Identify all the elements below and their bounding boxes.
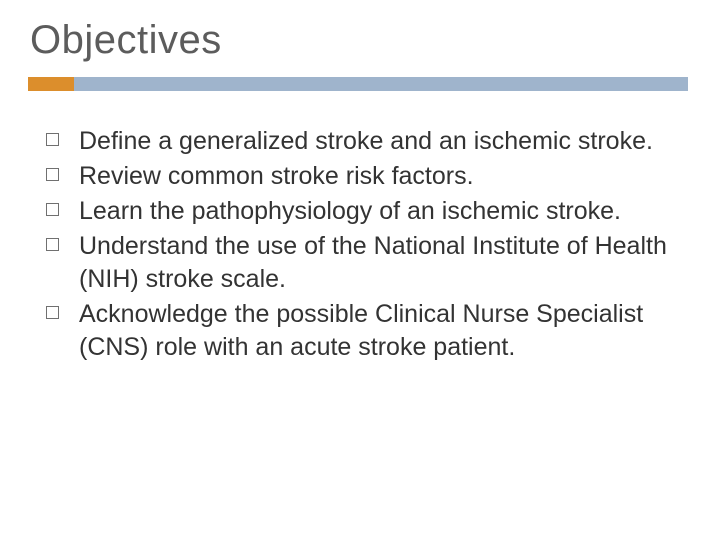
underline-bar	[74, 77, 688, 91]
list-item: Define a generalized stroke and an ische…	[46, 125, 682, 158]
accent-block	[28, 77, 74, 91]
list-item-text: Learn the pathophysiology of an ischemic…	[79, 195, 621, 228]
square-bullet-icon	[46, 238, 59, 251]
square-bullet-icon	[46, 306, 59, 319]
list-item-text: Define a generalized stroke and an ische…	[79, 125, 653, 158]
slide-title: Objectives	[28, 18, 692, 63]
square-bullet-icon	[46, 133, 59, 146]
list-item: Understand the use of the National Insti…	[46, 230, 682, 296]
list-item-text: Review common stroke risk factors.	[79, 160, 474, 193]
list-item: Review common stroke risk factors.	[46, 160, 682, 193]
title-underline	[28, 77, 688, 91]
list-item: Learn the pathophysiology of an ischemic…	[46, 195, 682, 228]
square-bullet-icon	[46, 168, 59, 181]
list-item: Acknowledge the possible Clinical Nurse …	[46, 298, 682, 364]
bullet-list: Define a generalized stroke and an ische…	[28, 125, 692, 364]
list-item-text: Understand the use of the National Insti…	[79, 230, 682, 296]
slide: Objectives Define a generalized stroke a…	[0, 0, 720, 540]
square-bullet-icon	[46, 203, 59, 216]
list-item-text: Acknowledge the possible Clinical Nurse …	[79, 298, 682, 364]
